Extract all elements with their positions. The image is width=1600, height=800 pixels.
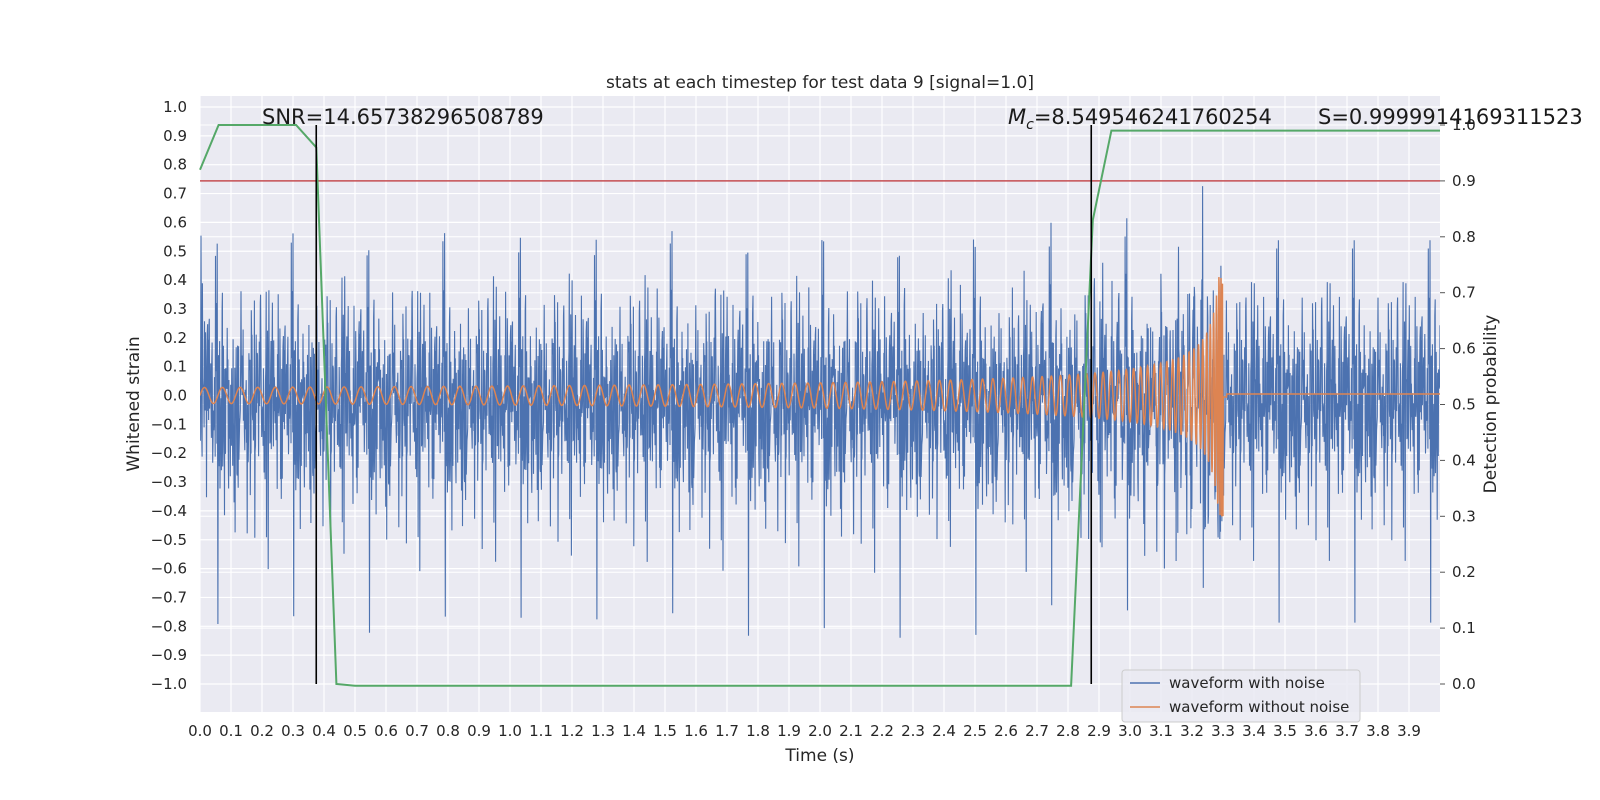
x-tick-label: 3.5 [1273, 722, 1297, 740]
mc-value: =8.549546241760254 [1034, 105, 1272, 129]
x-tick-label: 2.6 [994, 722, 1018, 740]
y-tick-label-left: −0.2 [151, 444, 187, 462]
y-tick-label-left: 1.0 [163, 98, 187, 116]
y-tick-label-left: −0.9 [151, 646, 187, 664]
y-tick-label-left: −0.5 [151, 531, 187, 549]
mc-annotation: Mc=8.549546241760254 [1008, 105, 1272, 133]
y-tick-label-left: 0.9 [163, 127, 187, 145]
x-tick-label: 1.2 [560, 722, 584, 740]
x-tick-label: 1.4 [622, 722, 646, 740]
x-tick-label: 1.6 [684, 722, 708, 740]
x-tick-label: 2.3 [901, 722, 925, 740]
x-tick-label: 3.9 [1397, 722, 1421, 740]
y-tick-label-right: 0.7 [1452, 284, 1476, 302]
y-tick-label-right: 0.4 [1452, 451, 1476, 469]
x-tick-label: 0.0 [188, 722, 212, 740]
x-tick-label: 0.3 [281, 722, 305, 740]
x-tick-label: 0.1 [219, 722, 243, 740]
x-tick-label: 2.1 [839, 722, 863, 740]
x-tick-label: 1.5 [653, 722, 677, 740]
x-tick-label: 1.9 [777, 722, 801, 740]
x-tick-label: 0.7 [405, 722, 429, 740]
x-tick-label: 2.2 [870, 722, 894, 740]
legend-label-clean: waveform without noise [1169, 698, 1349, 716]
y-tick-label-right: 0.8 [1452, 228, 1476, 246]
x-tick-label: 2.5 [963, 722, 987, 740]
x-tick-label: 3.8 [1366, 722, 1390, 740]
y-tick-label-left: 0.6 [163, 213, 187, 231]
x-tick-label: 1.8 [746, 722, 770, 740]
x-tick-label: 0.9 [467, 722, 491, 740]
x-tick-label: 1.0 [498, 722, 522, 740]
x-tick-label: 2.0 [808, 722, 832, 740]
x-tick-label: 1.7 [715, 722, 739, 740]
mc-symbol: M [1008, 105, 1026, 129]
x-tick-label: 0.4 [312, 722, 336, 740]
s-annotation: S=0.9999914169311523 [1318, 105, 1583, 129]
y-tick-label-right: 0.2 [1452, 563, 1476, 581]
chart-title: stats at each timestep for test data 9 [… [606, 73, 1034, 93]
series-layer [199, 124, 1440, 687]
y-tick-label-left: −0.6 [151, 560, 187, 578]
y-tick-label-left: 0.4 [163, 271, 187, 289]
x-tick-label: 3.0 [1118, 722, 1142, 740]
tick-labels: 0.0 0.1 0.2 0.3 0.4 0.5 0.6 0.7 0.8 0.9 1.0 1.1 1.2 1… [151, 98, 1476, 740]
x-axis-label: Time (s) [784, 746, 854, 766]
y-tick-label-left: −0.7 [151, 588, 187, 606]
legend: waveform with noise waveform without noi… [1121, 669, 1361, 723]
y-tick-label-right: 0.9 [1452, 172, 1476, 190]
y-tick-label-right: 0.0 [1452, 675, 1476, 693]
x-tick-label: 3.3 [1211, 722, 1235, 740]
y-tick-label-left: 0.1 [163, 358, 187, 376]
y-tick-label-left: −0.1 [151, 415, 187, 433]
x-tick-label: 1.1 [529, 722, 553, 740]
mc-subscript: c [1026, 117, 1034, 133]
y-tick-label-right: 0.6 [1452, 340, 1476, 358]
y-tick-label-left: 0.3 [163, 300, 187, 318]
x-tick-label: 0.2 [250, 722, 274, 740]
series-line-noise [200, 186, 1440, 638]
snr-annotation: SNR=14.65738296508789 [262, 105, 544, 129]
y-tick-label-left: 0.5 [163, 242, 187, 260]
y-tick-label-right: 1.0 [1452, 116, 1476, 134]
x-tick-label: 3.4 [1242, 722, 1266, 740]
series-line-clean [200, 277, 1440, 517]
x-tick-label: 3.1 [1149, 722, 1173, 740]
y-tick-label-left: 0.8 [163, 156, 187, 174]
y-tick-label-left: −0.3 [151, 473, 187, 491]
x-tick-label: 3.2 [1180, 722, 1204, 740]
series-line-probability [199, 124, 1440, 687]
legend-box [1121, 669, 1361, 723]
x-tick-label: 2.9 [1087, 722, 1111, 740]
y-tick-label-left: 0.2 [163, 329, 187, 347]
y-tick-label-right: 0.5 [1452, 396, 1476, 414]
x-tick-label: 2.7 [1025, 722, 1049, 740]
x-tick-label: 0.5 [343, 722, 367, 740]
y-tick-label-right: 0.1 [1452, 619, 1476, 637]
y-tick-label-left: −0.4 [151, 502, 187, 520]
x-tick-label: 1.3 [591, 722, 615, 740]
x-tick-label: 3.7 [1335, 722, 1359, 740]
x-tick-label: 0.6 [374, 722, 398, 740]
y-tick-label-left: −0.8 [151, 617, 187, 635]
x-tick-label: 0.8 [436, 722, 460, 740]
x-tick-label: 3.6 [1304, 722, 1328, 740]
x-tick-label: 2.8 [1056, 722, 1080, 740]
x-tick-label: 2.4 [932, 722, 956, 740]
y-axis-label-right: Detection probability [1481, 315, 1501, 494]
y-axis-label-left: Whitened strain [124, 336, 144, 471]
y-tick-label-left: −1.0 [151, 675, 187, 693]
y-tick-label-left: 0.0 [163, 387, 187, 405]
legend-label-noise: waveform with noise [1169, 674, 1325, 692]
y-tick-label-right: 0.3 [1452, 507, 1476, 525]
y-tick-label-left: 0.7 [163, 185, 187, 203]
